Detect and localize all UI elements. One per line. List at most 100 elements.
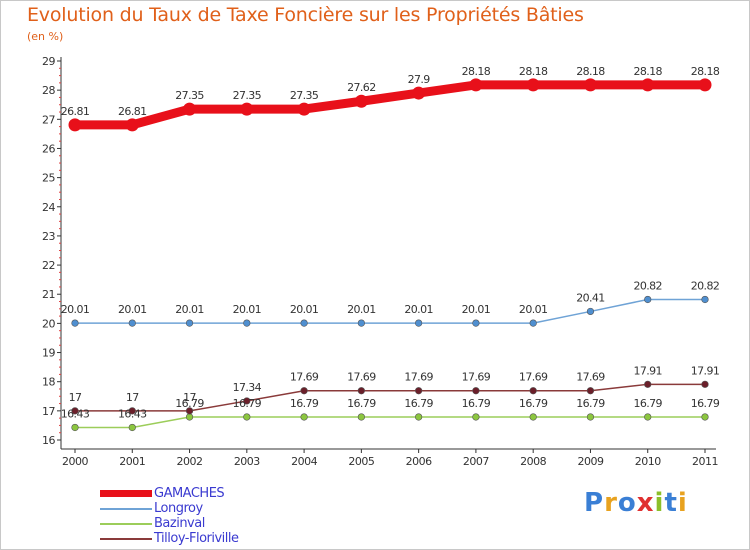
data-point <box>586 387 595 395</box>
legend-label: Tilloy-Floriville <box>154 531 239 546</box>
data-point <box>128 319 136 327</box>
series-line-bazinval <box>75 416 705 429</box>
y-tick-label: 16 <box>42 434 55 447</box>
data-label: 28.18 <box>519 65 548 78</box>
data-point <box>526 78 540 92</box>
data-point <box>128 423 136 432</box>
data-label: 17.69 <box>519 371 548 384</box>
data-point <box>185 413 194 421</box>
data-label: 20.82 <box>691 279 720 292</box>
data-label: 20.01 <box>347 303 376 316</box>
data-label: 28.18 <box>576 65 605 78</box>
logo-letter: r <box>604 488 618 518</box>
data-point <box>415 413 423 421</box>
data-point <box>68 118 82 132</box>
legend-swatch <box>100 508 152 510</box>
x-tick-label: 2005 <box>348 455 374 468</box>
data-label: 16.79 <box>633 397 662 410</box>
y-tick-label: 21 <box>42 288 55 301</box>
y-tick-label: 26 <box>42 142 55 155</box>
data-label: 27.35 <box>233 89 262 102</box>
series-line-longroy <box>75 298 705 324</box>
data-label: 28.18 <box>462 65 491 78</box>
x-tick-label: 2000 <box>62 455 88 468</box>
x-tick-label: 2002 <box>177 455 203 468</box>
legend-swatch <box>100 490 152 497</box>
data-label: 16.79 <box>691 397 720 410</box>
y-tick-label: 22 <box>42 259 55 272</box>
data-point <box>71 407 79 415</box>
logo-letter: t <box>664 488 678 518</box>
data-label: 20.01 <box>519 303 548 316</box>
data-point <box>297 102 311 116</box>
data-label: 20.41 <box>576 291 605 304</box>
data-label: 17 <box>183 391 196 404</box>
data-label: 20.01 <box>462 303 491 316</box>
proxiti-logo: Proxiti <box>584 488 688 518</box>
legend-label: Longroy <box>154 501 203 516</box>
data-label: 26.81 <box>118 105 147 118</box>
data-label: 17.69 <box>576 371 605 384</box>
data-point <box>701 413 709 421</box>
data-point <box>644 295 652 304</box>
x-tick-label: 2001 <box>119 455 145 468</box>
data-point <box>71 423 79 432</box>
data-label: 17.69 <box>462 371 491 384</box>
data-point <box>354 94 368 108</box>
data-label: 16.79 <box>519 397 548 410</box>
data-point <box>586 307 595 316</box>
data-point <box>71 319 79 327</box>
data-point <box>240 102 254 116</box>
data-label: 16.43 <box>118 407 147 420</box>
data-point <box>698 78 712 92</box>
data-label: 17.91 <box>633 364 662 377</box>
legend-label: Bazinval <box>154 516 205 531</box>
data-point <box>529 319 537 327</box>
data-point <box>243 413 251 421</box>
series-line-gamaches <box>75 80 705 130</box>
data-point <box>243 397 251 405</box>
y-tick-label: 23 <box>42 230 55 243</box>
data-label: 17.69 <box>290 371 319 384</box>
data-label: 20.01 <box>175 303 204 316</box>
data-label: 16.79 <box>233 397 262 410</box>
data-point <box>300 413 308 421</box>
chart-title: Evolution du Taux de Taxe Foncière sur l… <box>27 4 584 26</box>
data-label: 16.79 <box>175 397 204 410</box>
data-label: 20.01 <box>233 303 262 316</box>
x-tick-label: 2006 <box>406 455 432 468</box>
data-point <box>243 319 251 327</box>
data-point <box>300 319 308 327</box>
logo-letter: P <box>584 488 605 518</box>
data-point <box>357 319 365 327</box>
y-tick-label: 28 <box>42 84 55 97</box>
data-label: 20.82 <box>633 279 662 292</box>
data-label: 17.34 <box>233 381 262 394</box>
data-label: 16.79 <box>462 397 491 410</box>
data-point <box>185 407 194 415</box>
data-point <box>128 407 136 415</box>
data-point <box>644 380 652 388</box>
data-point <box>300 387 308 395</box>
x-tick-label: 2008 <box>520 455 546 468</box>
data-label: 16.43 <box>61 407 90 420</box>
y-unit-label: (en %) <box>27 30 64 43</box>
data-point <box>529 387 537 395</box>
data-label: 20.01 <box>290 303 319 316</box>
data-point <box>641 78 655 92</box>
data-point <box>357 413 365 421</box>
data-point <box>125 118 139 132</box>
y-tick-label: 29 <box>42 55 55 68</box>
data-point <box>185 319 194 327</box>
data-label: 26.81 <box>61 105 90 118</box>
x-tick-label: 2004 <box>291 455 317 468</box>
y-tick-label: 25 <box>42 172 55 185</box>
data-label: 17.91 <box>691 364 720 377</box>
data-label: 27.62 <box>347 81 376 94</box>
x-tick-label: 2007 <box>463 455 489 468</box>
data-point <box>472 387 480 395</box>
logo-letter: x <box>636 488 655 518</box>
data-label: 17 <box>69 391 82 404</box>
